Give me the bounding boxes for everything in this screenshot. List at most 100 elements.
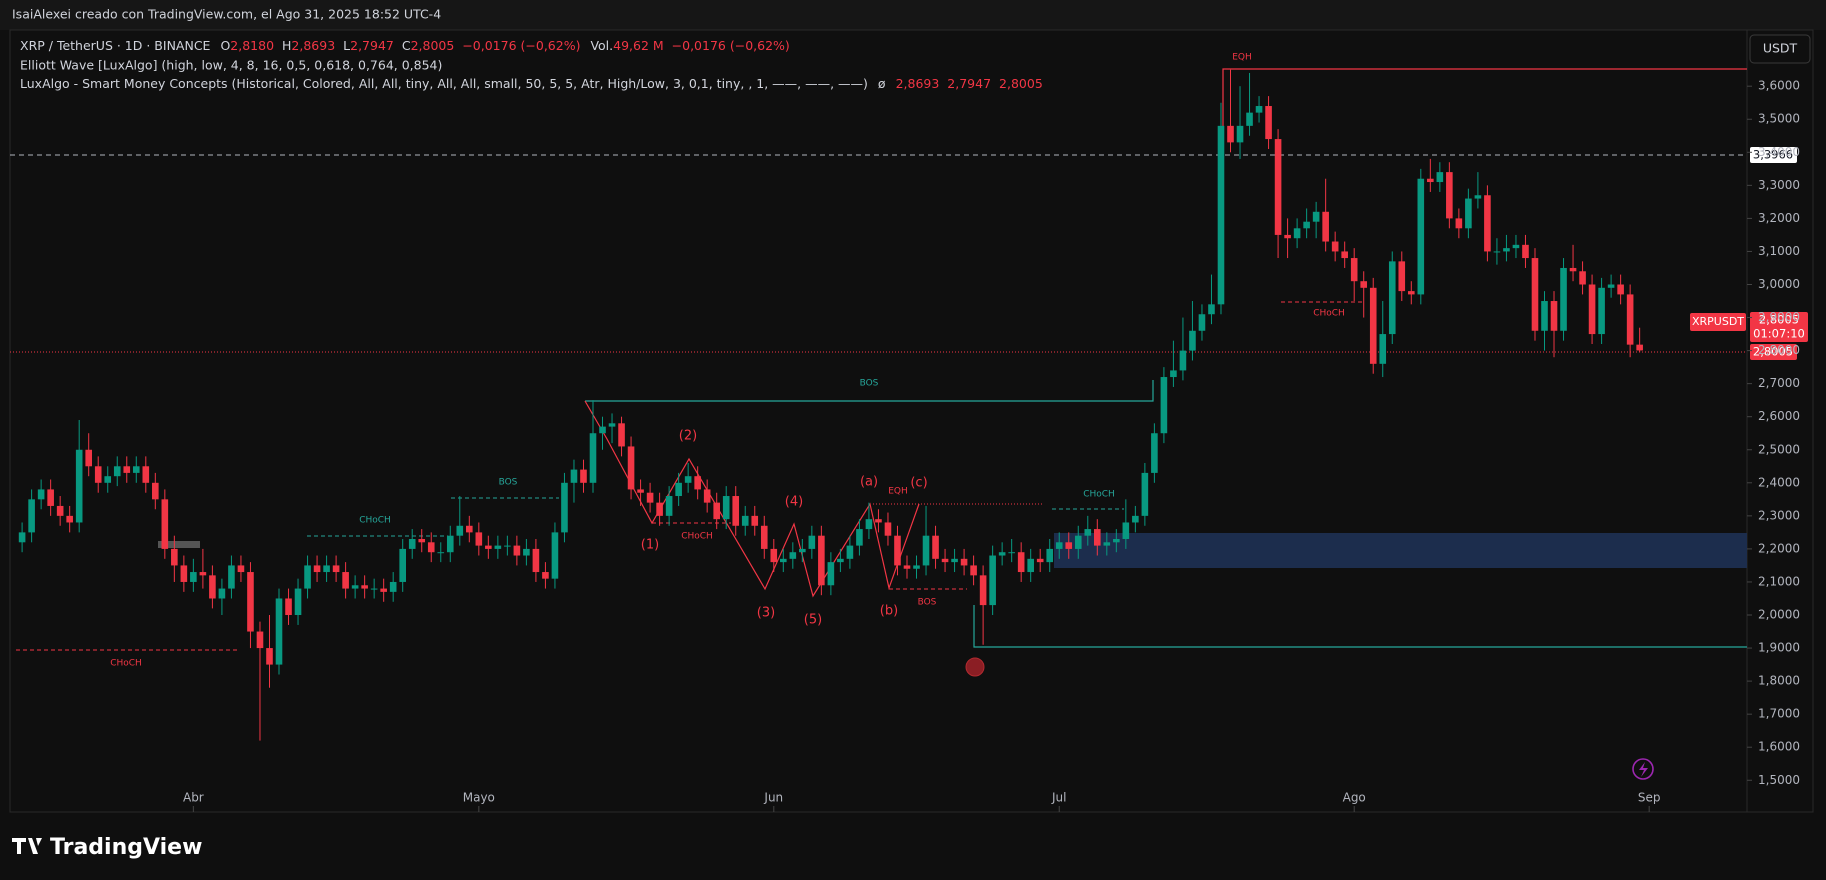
y-tick-label: 3,1000 [1758, 244, 1800, 258]
candle-body [1455, 218, 1463, 229]
candle-body [142, 466, 150, 483]
annotation: EQH [1232, 53, 1252, 63]
candle-body [941, 558, 949, 563]
candle-body [580, 469, 587, 483]
candle-body [770, 548, 778, 563]
last-price-box [1750, 312, 1808, 342]
candle-body [789, 552, 797, 559]
vol-label: Vol. [590, 38, 613, 53]
candle-body [256, 631, 264, 649]
candle-body [970, 565, 977, 576]
candle-body [427, 542, 435, 553]
candle-body [1265, 106, 1272, 140]
candle-body [1474, 195, 1482, 199]
indicator-2-sym: ø [878, 76, 886, 91]
candle-body [589, 433, 597, 483]
candle-body [542, 572, 549, 579]
candle-body [1236, 125, 1244, 143]
candle-body [732, 496, 740, 526]
y-tick-label: 3,5000 [1758, 112, 1800, 126]
candle-body [132, 466, 140, 473]
candle-body [1074, 535, 1082, 549]
candle-body [1360, 281, 1368, 288]
logo [12, 838, 42, 854]
candle-body [665, 496, 673, 516]
candle-body [1312, 211, 1320, 222]
y-tick-label: 1,9000 [1758, 641, 1800, 655]
y-tick-label: 2,4000 [1758, 475, 1800, 489]
candle-body [675, 482, 682, 497]
symbol-label-box [1690, 313, 1746, 331]
candle-body [1465, 198, 1472, 229]
c-label: C [402, 38, 411, 53]
candles [18, 69, 1643, 741]
last-line-box [1750, 344, 1797, 360]
candle-body [894, 535, 901, 566]
vol-change: −0,0176 (−0,62%) [672, 38, 790, 53]
candle-body [313, 565, 321, 573]
candle-body [1093, 529, 1101, 546]
countdown: 01:07:10 [1753, 327, 1805, 341]
candle-body [1322, 211, 1329, 242]
candle-body [237, 565, 245, 573]
candle-body [1427, 178, 1434, 183]
candle-body [380, 588, 387, 592]
x-tick-label: Abr [183, 791, 204, 805]
candle-body [1284, 234, 1291, 239]
candle-body [18, 532, 26, 543]
y-tick-label: 2,9000 [1758, 310, 1800, 324]
candle-body [1151, 433, 1158, 473]
candle-body [865, 519, 873, 530]
candle-body [1417, 178, 1425, 295]
candle-body [1446, 172, 1453, 219]
candle-body [56, 505, 64, 516]
candle-body [1379, 334, 1387, 364]
h-label: H [282, 38, 291, 53]
candle-body [837, 558, 844, 563]
symbol-label: XRPUSDT [1692, 315, 1744, 328]
y-tick-label: 3,4000 [1758, 145, 1800, 159]
candle-body [922, 535, 930, 566]
candle-body [1113, 538, 1120, 543]
annotation: (5) [804, 613, 822, 628]
y-tick-label: 1,6000 [1758, 740, 1800, 754]
currency-button[interactable] [1749, 34, 1811, 64]
candle-body [1579, 271, 1586, 285]
candle-body [1065, 542, 1073, 549]
alert-icon [1632, 758, 1654, 780]
candle-body [275, 598, 283, 665]
candle-body [504, 545, 511, 547]
candle-body [827, 562, 835, 586]
candle-body [713, 502, 720, 520]
symbol: XRP / TetherUS · 1D · BINANCE [20, 38, 211, 53]
candle-body [1484, 195, 1491, 252]
indicator-2: LuxAlgo - Smart Money Concepts (Historic… [20, 76, 868, 91]
candle-body [171, 548, 178, 566]
candle-body [846, 545, 854, 559]
candle-body [247, 572, 254, 632]
y-tick-label: 2,8000 [1758, 343, 1800, 357]
candle-body [646, 492, 654, 503]
candle-body [570, 469, 578, 483]
candle-body [209, 575, 216, 599]
candle-body [466, 525, 473, 533]
candle-body [266, 648, 273, 665]
candle-body [190, 572, 197, 582]
candle-body [408, 538, 416, 549]
candle-body [285, 598, 292, 616]
order-block [1054, 533, 1747, 568]
indicator-2-line: LuxAlgo - Smart Money Concepts (Historic… [20, 76, 1043, 91]
alert-icon-bolt [1639, 762, 1648, 777]
candle-body [1541, 301, 1548, 331]
candle-body [1607, 284, 1615, 288]
candle-body [884, 522, 892, 536]
y-tick-label: 3,2000 [1758, 211, 1800, 225]
candle-body [1512, 244, 1520, 249]
candle-body [799, 548, 806, 553]
currency[interactable]: USDT [1763, 41, 1798, 56]
candle-body [228, 565, 235, 589]
indicator-2-low: 2,7947 [947, 76, 991, 91]
candle-body [903, 565, 911, 569]
x-tick-label: Mayo [463, 791, 495, 805]
candle-body [1132, 515, 1139, 523]
